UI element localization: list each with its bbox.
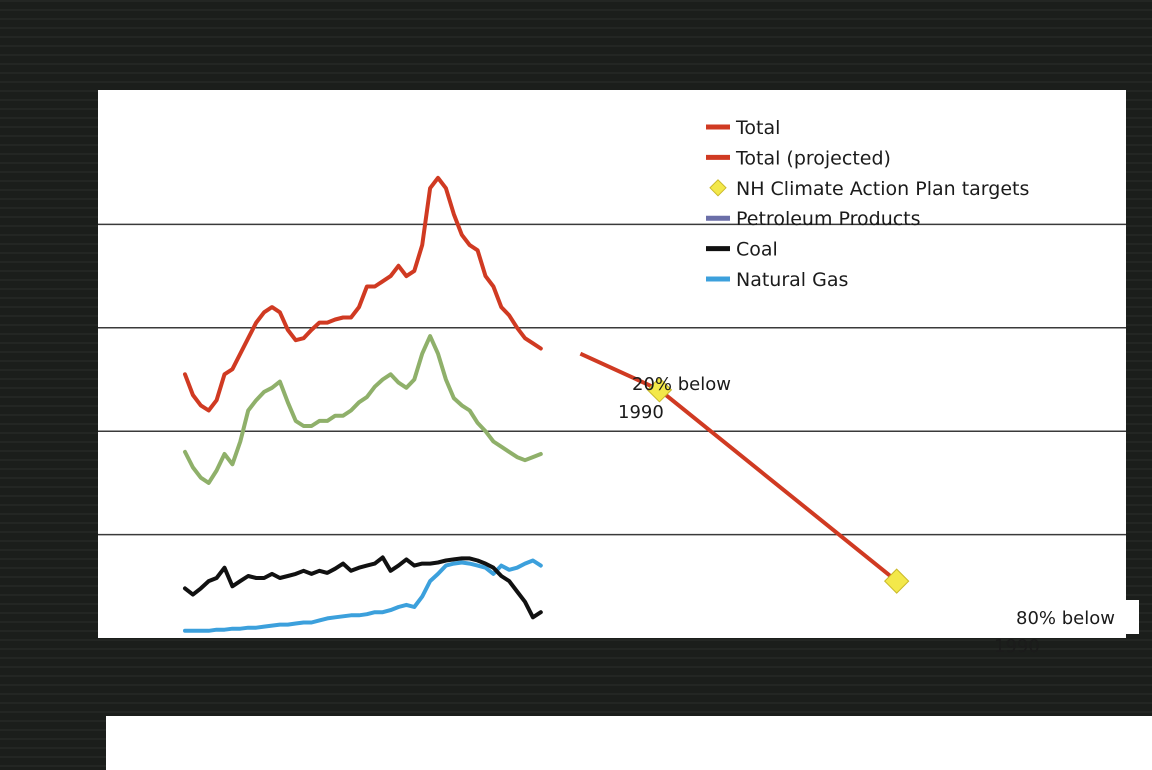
annotations: 20% below 1990 80% below 1990 [618,374,1115,657]
legend-label-coal: Coal [736,239,778,261]
legend-swatch-nh-climate-action-plan-targets [709,179,727,197]
series-line-total-projected [579,351,898,583]
gridlines [98,223,1126,536]
legend-label-total: Total [735,117,780,139]
annotation-1-line2: 1990 [618,402,664,423]
target-marker-2050 [883,568,910,594]
plot-background [98,90,1126,638]
annotation-1-line1: 20% below [632,374,731,395]
target-markers [646,377,910,594]
legend-label-nh-climate-action-plan-targets: NH Climate Action Plan targets [736,178,1029,200]
annotation-2-line1: 80% below [1016,608,1115,629]
series-line-total [183,175,543,413]
annotation-2-line2: 1990 [994,636,1040,657]
bottom-panel [106,716,1152,770]
legend-label-petroleum-products: Petroleum Products [736,208,921,230]
target-marker-2020 [646,377,673,403]
legend-label-total-projected-: Total (projected) [735,147,891,169]
series-line-coal [183,555,543,620]
legend-label-natural-gas: Natural Gas [736,269,848,291]
series-lines [183,175,898,633]
annotation-box [982,600,1139,634]
series-line-natural-gas [183,558,543,633]
legend: Total Total (projected) NH Climate Action … [706,117,1029,291]
series-line-petroleum-products [183,334,543,485]
